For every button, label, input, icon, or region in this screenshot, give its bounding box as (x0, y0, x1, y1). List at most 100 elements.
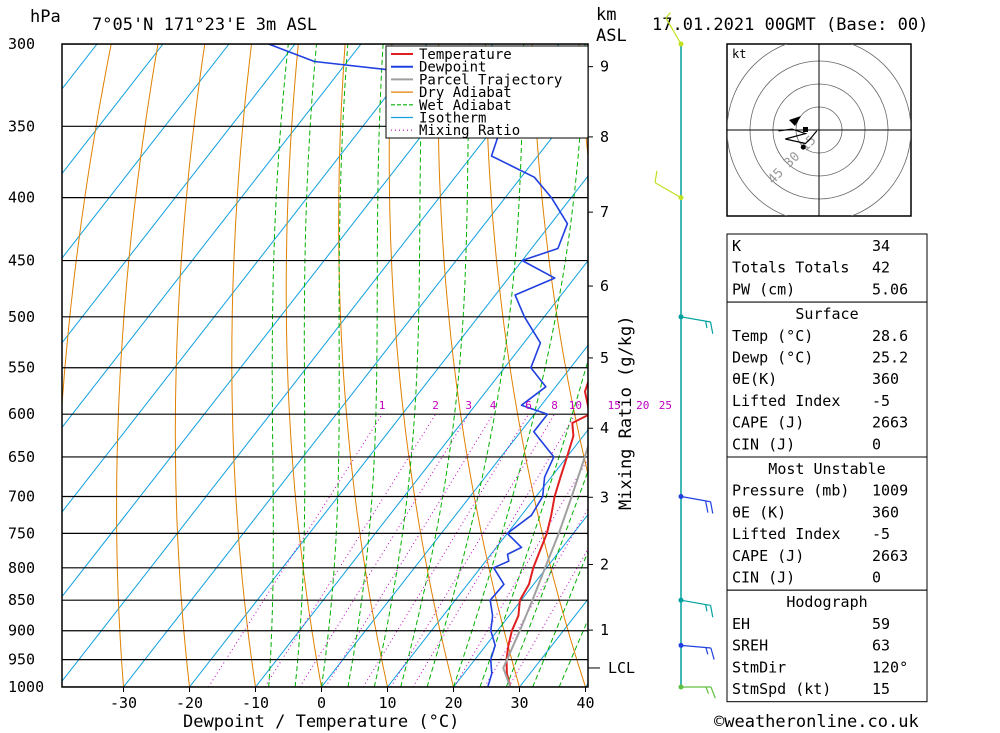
isotherm-line (62, 44, 164, 175)
wind-barb-feather (709, 501, 714, 514)
height-tick-label: 8 (600, 128, 609, 146)
height-tick-label: 3 (600, 488, 609, 506)
wet-adiabat-line (400, 44, 471, 687)
location-title: 7°05'N 171°23'E 3m ASL (92, 15, 317, 35)
mixing-ratio-line (453, 458, 588, 687)
table-row-label: CAPE (J) (732, 414, 804, 432)
mixing-ratio-line (390, 413, 556, 687)
height-tick-label: 1 (600, 621, 609, 639)
table-section-box (726, 589, 928, 703)
legend-item-label: Temperature (419, 47, 512, 63)
wind-barb-staff (654, 182, 682, 199)
table-row-value: 360 (872, 503, 899, 521)
series-dewpoint (267, 44, 569, 687)
pressure-tick-label: 350 (8, 117, 35, 135)
series-parcel-trajectory (502, 443, 588, 687)
isotherm-line (453, 513, 588, 687)
temperature-tick-label: -20 (176, 694, 203, 712)
mixing-ratio-label: 8 (551, 399, 558, 412)
wind-profile (654, 12, 716, 699)
table-row-label: K (732, 237, 741, 255)
mixing-ratio-labels: 1 2 3 4 6 8 10 15 20 25 (379, 399, 672, 412)
height-tick-label: 5 (600, 349, 609, 367)
wind-barb-feather (710, 647, 715, 660)
mixing-ratio-label: 20 (636, 399, 649, 412)
table-row-value: 42 (872, 259, 890, 277)
temperature-tick-label: 10 (378, 694, 396, 712)
mixing-ratio-line (508, 548, 588, 687)
mixing-ratio-line (299, 413, 470, 687)
dry-adiabat-line (231, 44, 256, 687)
wind-barb-feather (705, 604, 708, 612)
table-section-box (726, 301, 928, 458)
mixing-ratio-lines (208, 413, 588, 687)
table-row-label: Lifted Index (732, 392, 840, 410)
pressure-tick-label: 750 (8, 524, 35, 542)
height-unit-asl: ASL (596, 26, 627, 46)
pressure-tick-label: 850 (8, 591, 35, 609)
legend-item-label: Isotherm (419, 111, 486, 127)
wet-adiabat-line (505, 469, 588, 687)
wet-adiabat-line (347, 44, 384, 687)
table-row-value: -5 (872, 392, 890, 410)
temperature-tick-label: -10 (242, 694, 269, 712)
wet-adiabat-line (321, 44, 349, 687)
isotherm-line (62, 44, 560, 683)
isotherm-line (321, 344, 588, 687)
pressure-tick-label: 900 (8, 622, 35, 640)
pressure-tick-label: 650 (8, 448, 35, 466)
table-row-label: Totals Totals (732, 259, 849, 277)
wind-barb-feather (665, 12, 671, 19)
table-row-label: Dewp (°C) (732, 349, 813, 367)
series-temperature (505, 379, 588, 687)
table-row-label: Pressure (mb) (732, 482, 849, 500)
copyright: ©weatheronline.co.uk (714, 712, 919, 732)
mixing-ratio-label: 2 (432, 399, 439, 412)
table-row-value: -5 (872, 525, 890, 543)
mixing-ratio-line (484, 507, 588, 687)
temperature-tick-label: 0 (317, 694, 326, 712)
mixing-ratio-label: 4 (490, 399, 497, 412)
indices-table: K 34 Totals Totals 42 PW (cm) 5.06 Surface Temp… (726, 233, 928, 703)
hodograph-surface-marker (803, 127, 808, 132)
pressure-tick-label: 450 (8, 252, 35, 270)
height-tick-label: 7 (600, 203, 609, 221)
table-row-label: CAPE (J) (732, 547, 804, 565)
hodograph-unit: kt (732, 47, 746, 61)
table-row-label: SREH (732, 637, 768, 655)
height-tick-label: 4 (600, 419, 609, 437)
table-row-label: CIN (J) (732, 435, 795, 453)
table-row-label: EH (732, 615, 750, 633)
dry-adiabat-line (62, 44, 112, 412)
pressure-axis: 300 350 400 450 500 550 600 650 700 750 800 850 900 9… (8, 35, 44, 696)
wind-barb-feather (709, 605, 714, 618)
table-row-value: 59 (872, 615, 890, 633)
legend-box (385, 45, 589, 139)
table-row-label: Temp (°C) (732, 327, 813, 345)
mixing-ratio-line (264, 413, 437, 687)
isotherm-line (62, 44, 296, 344)
wind-barb-feather (705, 686, 710, 694)
sounding-series (267, 44, 588, 687)
mixing-ratio-label: 25 (659, 399, 672, 412)
table-row-value: 2663 (872, 547, 908, 565)
lcl-label: LCL (608, 659, 635, 677)
wind-barb-staff (665, 17, 682, 45)
x-axis-label: Dewpoint / Temperature (°C) (183, 712, 459, 732)
table-section-title: Most Unstable (768, 460, 885, 478)
wet-adiabat-line (294, 44, 317, 687)
pressure-tick-label: 400 (8, 189, 35, 207)
table-row-value: 2663 (872, 414, 908, 432)
height-tick-label: 2 (600, 556, 609, 574)
plot-frame (61, 43, 589, 688)
datetime-title: 17.01.2021 00GMT (Base: 00) (652, 15, 928, 35)
table-row-label: Lifted Index (732, 525, 840, 543)
wet-adiabat-line (268, 44, 289, 687)
isotherm-line (255, 259, 588, 687)
temperature-tick-label: 20 (444, 694, 462, 712)
mixing-ratio-line (362, 413, 529, 687)
plot-background-lines (62, 44, 588, 687)
pressure-tick-label: 950 (8, 651, 35, 669)
pressure-tick-label: 600 (8, 405, 35, 423)
